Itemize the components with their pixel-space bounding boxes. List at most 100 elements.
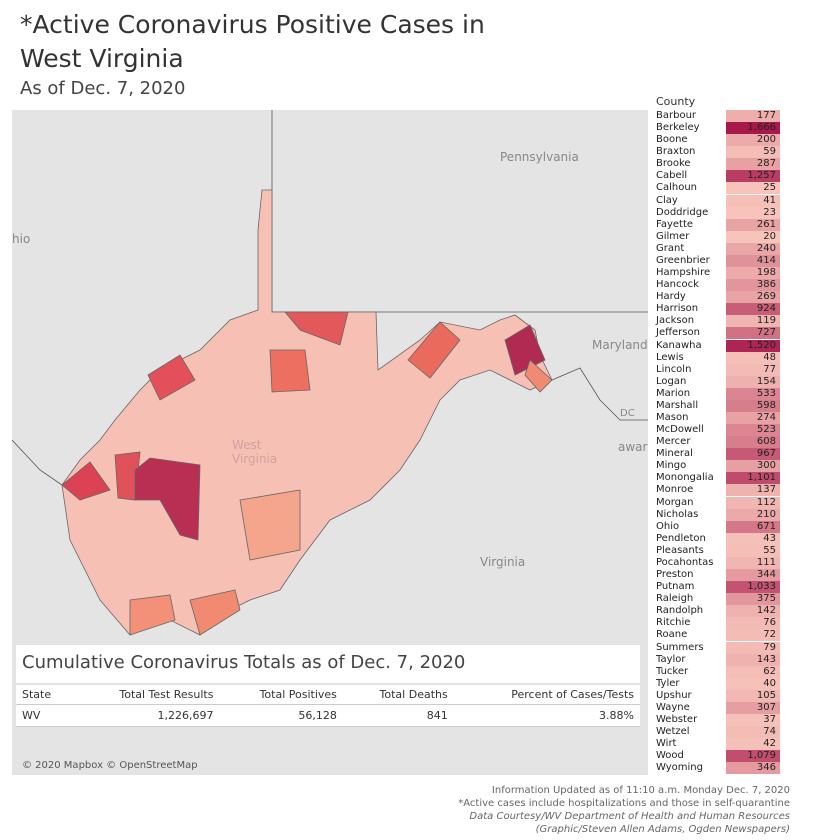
county-row[interactable]: Boone 200 [648,134,786,147]
county-row[interactable]: Nicholas 210 [648,508,786,521]
county-name: Logan [656,375,687,387]
county-value-cell: 1,101 [726,472,780,485]
county-jefferson[interactable] [524,359,553,393]
county-row[interactable]: Doddridge 23 [648,206,786,219]
county-value-cell: 112 [726,496,780,509]
county-row[interactable]: Putnam 1,033 [648,581,786,594]
county-row[interactable]: Kanawha 1,520 [648,339,786,352]
county-row[interactable]: Monongalia 1,101 [648,472,786,485]
county-row[interactable]: Harrison 924 [648,303,786,316]
county-row[interactable]: Logan 154 [648,375,786,388]
county-name: Clay [656,194,678,206]
county-row[interactable]: Barbour 177 [648,110,786,122]
county-row[interactable]: Lincoln 77 [648,363,786,376]
county-row[interactable]: Morgan 112 [648,496,786,509]
county-row[interactable]: Wetzel 74 [648,726,786,739]
county-value-cell: 269 [726,291,780,304]
county-value-cell: 598 [726,399,780,412]
county-name: Tucker [656,665,689,677]
table-row: WV 1,226,697 56,128 841 3.88% [16,704,640,727]
county-row[interactable]: Roane 72 [648,629,786,642]
county-greenbrier[interactable] [239,489,301,561]
county-row[interactable]: Marion 533 [648,387,786,400]
county-row[interactable]: Randolph 142 [648,605,786,618]
county-value-cell: 346 [726,762,780,775]
county-row[interactable]: Preston 344 [648,569,786,582]
county-row[interactable]: Marshall 598 [648,399,786,412]
county-row[interactable]: Raleigh 375 [648,593,786,606]
county-name: Marshall [656,399,699,411]
county-row[interactable]: Summers 79 [648,641,786,654]
county-row[interactable]: Pocahontas 111 [648,556,786,569]
county-row[interactable]: Tucker 62 [648,665,786,678]
county-table[interactable]: County Barbour 177 Berkeley 1,666 Boone 200 Br… [648,92,786,778]
county-value-cell: 1,257 [726,170,780,183]
county-column-header: County [656,95,696,108]
county-row[interactable]: Fayette 261 [648,218,786,231]
county-name: Mingo [656,460,687,472]
county-name: McDowell [656,424,704,436]
county-row[interactable]: Mason 274 [648,412,786,424]
county-row[interactable]: Wyoming 346 [648,762,786,775]
county-value-cell: 48 [726,351,780,364]
county-row[interactable]: Hancock 386 [648,279,786,292]
county-value-cell: 240 [726,242,780,255]
county-row[interactable]: Ritchie 76 [648,617,786,630]
map-label-pennsylvania: Pennsylvania [500,150,579,164]
county-row[interactable]: Pleasants 55 [648,544,786,557]
county-row[interactable]: Greenbrier 414 [648,254,786,267]
county-row[interactable]: Wood 1,079 [648,750,786,763]
county-row[interactable]: Ohio 671 [648,520,786,533]
west-virginia-shape[interactable] [61,189,553,636]
county-mineral[interactable] [407,321,461,379]
county-row[interactable]: Upshur 105 [648,689,786,702]
county-wood[interactable] [147,354,196,401]
header-tests: Total Test Results [72,685,220,705]
county-value-cell: 137 [726,484,780,497]
county-row[interactable]: Lewis 48 [648,351,786,364]
county-row[interactable]: McDowell 523 [648,424,786,437]
county-row[interactable]: Wayne 307 [648,701,786,714]
county-berkeley[interactable] [504,324,546,376]
county-row[interactable]: Berkeley 1,666 [648,122,786,135]
county-row[interactable]: Grant 240 [648,242,786,255]
county-row[interactable]: Braxton 59 [648,146,786,159]
county-name: Harrison [656,303,699,315]
county-kanawha[interactable] [134,457,201,541]
county-name: Roane [656,629,688,641]
county-row[interactable]: Jackson 119 [648,315,786,328]
county-harrison[interactable] [269,349,311,393]
map-attribution[interactable]: © 2020 Mapbox © OpenStreetMap [22,760,198,771]
county-row[interactable]: Mingo 300 [648,460,786,473]
county-mcdowell[interactable] [129,594,176,636]
county-value-cell: 414 [726,254,780,267]
county-row[interactable]: Cabell 1,257 [648,170,786,183]
county-row[interactable]: Hardy 269 [648,291,786,304]
county-mercer[interactable] [189,589,241,636]
county-row[interactable]: Mineral 967 [648,448,786,461]
county-row[interactable]: Jefferson 727 [648,327,786,340]
county-row[interactable]: Mercer 608 [648,436,786,449]
county-row[interactable]: Brooke 287 [648,158,786,171]
county-monongalia[interactable] [284,311,349,346]
county-cabell[interactable] [61,461,111,501]
county-name: Wetzel [656,726,690,738]
county-row[interactable]: Pendleton 43 [648,532,786,545]
county-name: Nicholas [656,508,699,520]
county-name: Preston [656,569,694,581]
county-row[interactable]: Wirt 42 [648,738,786,751]
county-row[interactable]: Clay 41 [648,194,786,207]
county-row[interactable]: Calhoun 25 [648,182,786,195]
county-row[interactable]: Monroe 137 [648,484,786,497]
county-row[interactable]: Taylor 143 [648,653,786,666]
county-row[interactable]: Gilmer 20 [648,230,786,243]
county-value-cell: 924 [726,303,780,316]
county-value-cell: 307 [726,701,780,714]
county-name: Boone [656,134,688,146]
county-value-cell: 375 [726,593,780,606]
county-row[interactable]: Tyler 40 [648,677,786,690]
county-value-cell: 1,520 [726,339,780,352]
county-row[interactable]: Webster 37 [648,714,786,726]
county-name: Jefferson [656,327,700,339]
county-row[interactable]: Hampshire 198 [648,267,786,280]
